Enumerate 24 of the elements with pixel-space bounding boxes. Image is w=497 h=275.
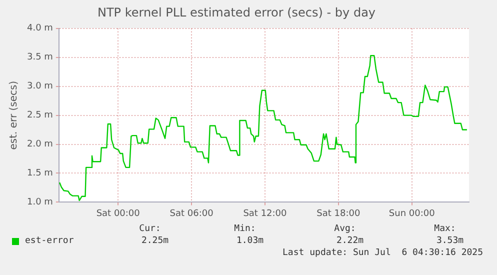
y-tick-label: 3.5 m	[26, 52, 53, 63]
text: 2.25m	[141, 236, 169, 246]
text: Max:	[434, 224, 456, 234]
y-tick-label: 2.0 m	[26, 140, 53, 150]
x-tick-label: Sat 12:00	[243, 208, 288, 219]
text: Avg:	[334, 224, 356, 234]
x-tick-label: Sat 00:00	[96, 208, 140, 219]
y-tick-label: 3.0 m	[26, 82, 53, 92]
y-tick-label: 4.0 m	[26, 24, 53, 34]
y-tick-label: 1.5 m	[26, 168, 53, 179]
text: Min:	[234, 224, 256, 234]
x-tick-label: Sat 18:00	[316, 208, 360, 219]
text: 3.53m	[436, 236, 464, 246]
x-tick-label: Sat 06:00	[170, 208, 214, 219]
text: 2.22m	[336, 236, 364, 246]
y-tick-label: 1.0 m	[26, 198, 53, 208]
text: 1.03m	[236, 236, 264, 246]
x-tick-label: Sun 00:00	[388, 208, 436, 219]
chart-title: NTP kernel PLL estimated error (secs) - by day	[97, 5, 376, 20]
y-axis-title: est. err (secs)	[8, 80, 20, 150]
legend-label: est-error	[24, 236, 74, 246]
text: Cur:	[139, 224, 161, 234]
y-tick-label: 2.5 m	[26, 110, 53, 121]
text: Last update: Sun Jul 6 04:30:16 2025	[282, 248, 483, 258]
